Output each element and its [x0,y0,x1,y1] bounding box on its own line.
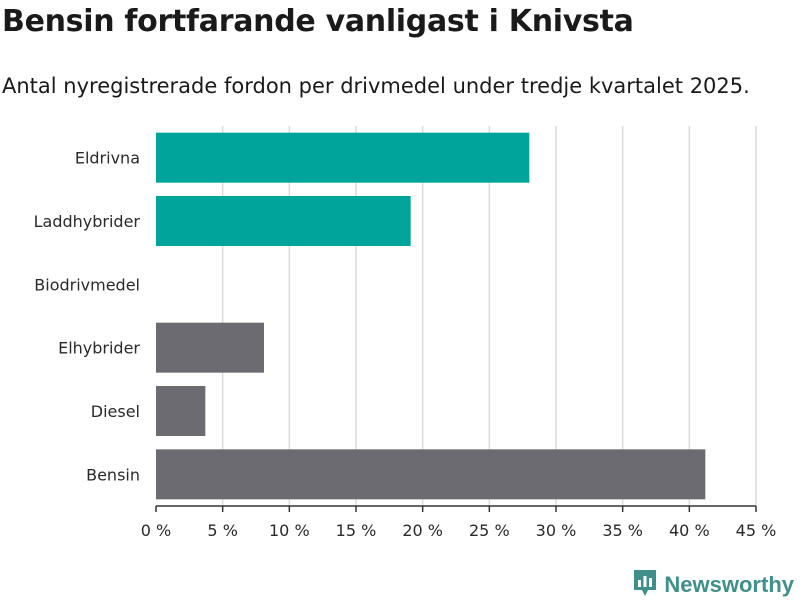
x-tick-label: 0 % [141,521,171,540]
bar-bensin [156,449,706,500]
bar-elhybrider [156,322,264,373]
x-axis: 0 % 5 % 10 % 15 % 20 % 25 % 30 % 35 % 40 % 45 % [141,505,777,540]
brand-name: Newsworthy [664,572,794,597]
x-tick-label: 25 % [469,521,510,540]
category-label: Eldrivna [75,149,140,168]
x-tick-label: 45 % [736,521,777,540]
grid-lines [221,126,757,506]
bar-laddhybrider [156,196,411,246]
category-label: Laddhybrider [34,212,141,231]
x-tick-label: 20 % [402,521,443,540]
x-tick-label: 15 % [336,521,377,540]
category-labels: Eldrivna Laddhybrider Biodrivmedel Elhybrid… [34,149,141,485]
category-label: Biodrivmedel [34,275,140,294]
category-label: Elhybrider [58,339,140,358]
x-tick-label: 35 % [602,521,643,540]
newsworthy-brand: Newsworthy [632,568,794,602]
x-tick-label: 30 % [536,521,577,540]
bar-eldrivna [156,132,530,183]
chart-subtitle: Antal nyregistrerade fordon per drivmede… [2,74,750,98]
x-tick-label: 40 % [669,521,710,540]
newsworthy-logo-icon [632,568,658,602]
category-label: Diesel [91,402,140,421]
bar-diesel [156,386,206,436]
x-tick-label: 5 % [207,521,237,540]
chart-title: Bensin fortfarande vanligast i Knivsta [2,4,634,39]
x-tick-label: 10 % [269,521,310,540]
bars [156,132,706,500]
category-label: Bensin [86,465,140,484]
